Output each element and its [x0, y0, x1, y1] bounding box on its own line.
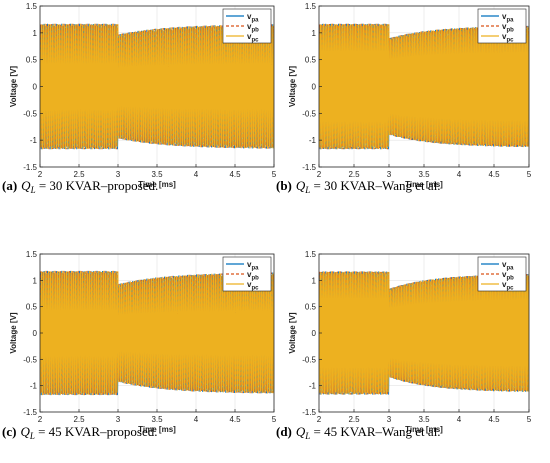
chart-panel-2: 2 2.5 3 3.5 4 4.5 5 1.5 1 0.5 0 -0.5 -1 -1.5 Time [ms]…: [276, 2, 532, 195]
y-axis-label: Voltage [V]: [9, 312, 18, 354]
x-axis-label: Time [ms]: [405, 180, 443, 189]
y-tick-label: 0: [312, 83, 317, 92]
x-tick-label: 3: [116, 415, 121, 424]
x-tick-label: 4: [457, 415, 462, 424]
legend-entry-pb: vpb: [247, 270, 259, 282]
y-tick-label: 0: [33, 329, 38, 338]
x-tick-label: 2.5: [73, 170, 85, 179]
x-tick-label: 2.5: [348, 170, 360, 179]
y-tick-label: 1.5: [305, 250, 317, 259]
panel-caption: (a) QL = 30 KVAR–proposed.: [2, 178, 158, 195]
y-axis-label: Voltage [V]: [288, 312, 297, 354]
chart-panel-1: 2 2.5 3 3.5 4 4.5 5 1.5 1 0.5 0 -0.5 -1 -1.5 Time [ms]…: [2, 2, 277, 195]
x-tick-label: 3.5: [418, 415, 430, 424]
x-tick-label: 4: [457, 170, 462, 179]
y-tick-label: 1.5: [26, 250, 38, 259]
chart-panel-4: 2 2.5 3 3.5 4 4.5 5 1.5 1 0.5 0 -0.5 -1 -1.5 Time [ms]…: [276, 250, 532, 441]
legend-entry-pc: vpc: [247, 280, 259, 292]
x-tick-label: 3.5: [151, 170, 163, 179]
y-axis-label: Voltage [V]: [288, 66, 297, 108]
x-tick-label: 5: [527, 415, 532, 424]
x-axis-label: Time [ms]: [138, 180, 176, 189]
y-tick-label: 0.5: [26, 303, 38, 312]
legend-entry-pc: vpc: [502, 280, 514, 292]
legend-entry-pc: vpc: [502, 32, 514, 44]
x-tick-label: 4: [194, 415, 199, 424]
legend-entry-pa: vpa: [247, 12, 259, 24]
x-tick-label: 2: [317, 415, 322, 424]
legend-entry-pb: vpb: [247, 22, 259, 34]
y-tick-label: 1: [33, 276, 38, 285]
x-tick-label: 2.5: [348, 415, 360, 424]
x-tick-label: 4.5: [488, 415, 500, 424]
y-tick-label: 0.5: [305, 56, 317, 65]
y-tick-label: 0: [33, 83, 38, 92]
legend-entry-pb: vpb: [502, 22, 514, 34]
y-tick-label: -1: [30, 136, 38, 145]
x-tick-label: 3: [387, 170, 392, 179]
x-tick-label: 4.5: [229, 415, 241, 424]
panel-caption: (c) QL = 45 KVAR–proposed.: [2, 424, 158, 441]
x-tick-label: 3: [387, 415, 392, 424]
legend-entry-pa: vpa: [502, 260, 514, 272]
y-tick-label: -1: [309, 382, 317, 391]
x-tick-label: 3.5: [151, 415, 163, 424]
x-tick-label: 2: [38, 415, 43, 424]
x-tick-label: 4: [194, 170, 199, 179]
x-tick-label: 5: [272, 415, 277, 424]
y-axis-label: Voltage [V]: [9, 66, 18, 108]
y-tick-label: -0.5: [23, 355, 37, 364]
y-tick-label: 1.5: [305, 2, 317, 11]
y-tick-label: 1: [312, 29, 317, 38]
series-line-pb: [40, 270, 274, 396]
x-tick-label: 3: [116, 170, 121, 179]
y-tick-label: -0.5: [23, 109, 37, 118]
y-tick-label: 1.5: [26, 2, 38, 11]
x-tick-label: 5: [272, 170, 277, 179]
x-tick-label: 2: [38, 170, 43, 179]
x-tick-label: 2: [317, 170, 322, 179]
x-tick-label: 2.5: [73, 415, 85, 424]
y-tick-label: 1: [312, 276, 317, 285]
y-tick-label: 1: [33, 29, 38, 38]
x-axis-label: Time [ms]: [405, 425, 443, 434]
y-tick-label: -1.5: [302, 408, 316, 417]
x-tick-label: 4.5: [229, 170, 241, 179]
chart-panel-3: 2 2.5 3 3.5 4 4.5 5 1.5 1 0.5 0 -0.5 -1 -1.5 Time [ms]…: [2, 250, 277, 441]
x-tick-label: 4.5: [488, 170, 500, 179]
x-tick-label: 3.5: [418, 170, 430, 179]
x-axis-label: Time [ms]: [138, 425, 176, 434]
y-tick-label: -1.5: [23, 408, 37, 417]
y-tick-label: 0.5: [305, 303, 317, 312]
legend-entry-pb: vpb: [502, 270, 514, 282]
y-tick-label: 0.5: [26, 56, 38, 65]
y-tick-label: -0.5: [302, 109, 316, 118]
legend-entry-pc: vpc: [247, 32, 259, 44]
panel-caption: (d) QL = 45 KVAR–Wang et al.: [276, 424, 441, 441]
y-tick-label: -1: [30, 382, 38, 391]
x-tick-label: 5: [527, 170, 532, 179]
legend-entry-pa: vpa: [502, 12, 514, 24]
y-tick-label: -0.5: [302, 355, 316, 364]
legend-entry-pa: vpa: [247, 260, 259, 272]
panel-caption: (b) QL = 30 KVAR–Wang et al.: [276, 178, 441, 195]
y-tick-label: 0: [312, 329, 317, 338]
y-tick-label: -1.5: [302, 163, 316, 172]
series-line-pb: [40, 23, 274, 150]
y-tick-label: -1.5: [23, 163, 37, 172]
y-tick-label: -1: [309, 136, 317, 145]
